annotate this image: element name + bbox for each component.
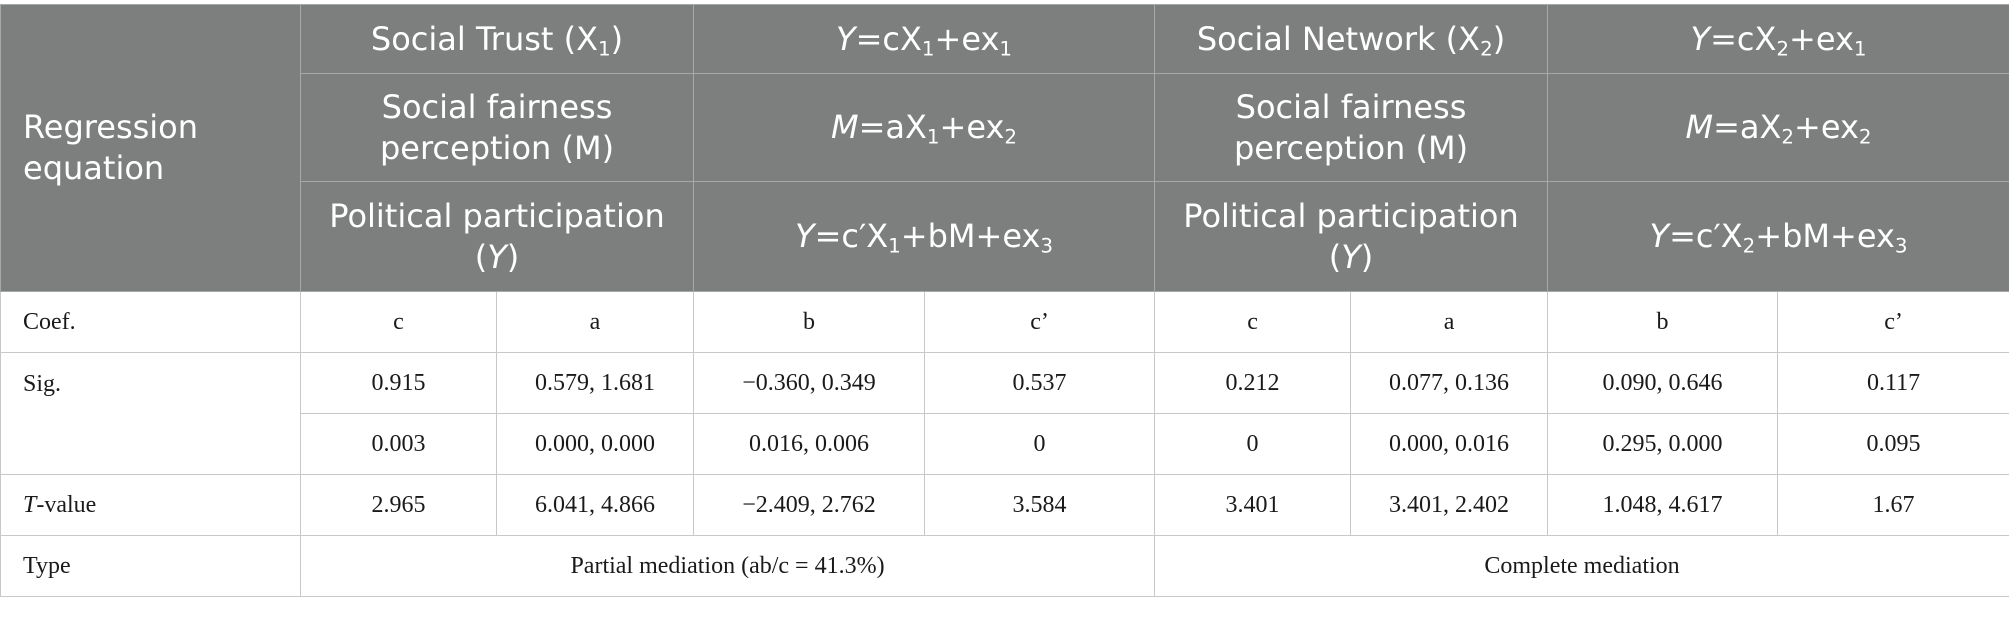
header-row-3: Political participation (Y) Y=c′X1+bM+ex… xyxy=(1,181,2009,292)
row-label-coef: Coef. xyxy=(0,291,301,353)
table-cell: 0.117 xyxy=(1777,352,2009,414)
regression-equation-label: Regression equation xyxy=(0,4,301,292)
table-cell: 0.000, 0.000 xyxy=(495,413,695,475)
social-trust-total-effect-equation: Y=cX1+ex1 xyxy=(693,4,1156,74)
table-cell: 0 xyxy=(924,413,1156,475)
table-cell: 0.579, 1.681 xyxy=(495,352,695,414)
table-cell: 3.584 xyxy=(924,474,1156,536)
table-cell: 0.090, 0.646 xyxy=(1547,352,1779,414)
table-cell: 0.000, 0.016 xyxy=(1350,413,1549,475)
outcome-equation-group1: Y=c′X1+bM+ex3 xyxy=(693,181,1156,292)
table-cell: b xyxy=(1547,291,1779,353)
outcome-variable-group1: Political participation (Y) xyxy=(299,181,695,292)
mediator-variable-group2: Social fairness perception (M) xyxy=(1154,73,1549,182)
table-cell: c’ xyxy=(1777,291,2009,353)
table-cell: 0.077, 0.136 xyxy=(1350,352,1549,414)
mediation-table: Regression equation Social Trust (X1) Y=… xyxy=(0,4,2009,597)
table-cell: 6.041, 4.866 xyxy=(495,474,695,536)
header-row-2: Social fairness perception (M) M=aX1+ex2… xyxy=(1,73,2009,182)
mediator-variable-group1: Social fairness perception (M) xyxy=(299,73,695,182)
table-row-type: Type Partial mediation (ab/c = 41.3%) Co… xyxy=(0,535,2009,597)
outcome-equation-group2: Y=c′X2+bM+ex3 xyxy=(1547,181,2009,292)
social-network-total-effect-equation: Y=cX2+ex1 xyxy=(1547,4,2009,74)
table-cell: 0.003 xyxy=(300,413,497,475)
table-cell: 2.965 xyxy=(300,474,497,536)
table-cell: 3.401 xyxy=(1154,474,1352,536)
table-cell: −2.409, 2.762 xyxy=(693,474,926,536)
table-cell: 0 xyxy=(1154,413,1352,475)
table-row-coef: Coef. c a b c’ c a b c’ xyxy=(0,291,2009,353)
table-cell: c’ xyxy=(924,291,1156,353)
table-cell: a xyxy=(495,291,695,353)
table-cell: 0.095 xyxy=(1777,413,2009,475)
table-cell: 0.295, 0.000 xyxy=(1547,413,1779,475)
table-row-sig-1: Sig. 0.915 0.579, 1.681 −0.360, 0.349 0.… xyxy=(0,352,2009,475)
table-cell: 3.401, 2.402 xyxy=(1350,474,1549,536)
row-label-tvalue: T-value xyxy=(0,474,301,536)
row-label-type: Type xyxy=(0,535,301,597)
table-cell: 0.915 xyxy=(300,352,497,414)
table-cell: 1.67 xyxy=(1777,474,2009,536)
table-cell: −0.360, 0.349 xyxy=(693,352,926,414)
outcome-variable-group2: Political participation (Y) xyxy=(1154,181,1549,292)
social-network-variable: Social Network (X2) xyxy=(1154,4,1549,74)
mediation-type-group2: Complete mediation xyxy=(1154,535,2009,597)
mediator-equation-group2: M=aX2+ex2 xyxy=(1547,73,2009,182)
table-row-sig-2: 0.003 0.000, 0.000 0.016, 0.006 0 0 0.00… xyxy=(1,413,2009,475)
table-cell: c xyxy=(300,291,497,353)
table-cell: 0.016, 0.006 xyxy=(693,413,926,475)
table-cell: 0.212 xyxy=(1154,352,1352,414)
table-cell: 0.537 xyxy=(924,352,1156,414)
table-cell: b xyxy=(693,291,926,353)
table-cell: a xyxy=(1350,291,1549,353)
mediation-type-group1: Partial mediation (ab/c = 41.3%) xyxy=(299,535,1156,597)
header-row-1: Regression equation Social Trust (X1) Y=… xyxy=(0,4,2009,292)
mediator-equation-group1: M=aX1+ex2 xyxy=(693,73,1156,182)
table-row-tvalue: T-value 2.965 6.041, 4.866 −2.409, 2.762… xyxy=(0,474,2009,536)
table-cell: c xyxy=(1154,291,1352,353)
row-label-sig: Sig. xyxy=(0,352,301,475)
social-trust-variable: Social Trust (X1) xyxy=(299,4,695,74)
table-cell: 1.048, 4.617 xyxy=(1547,474,1779,536)
